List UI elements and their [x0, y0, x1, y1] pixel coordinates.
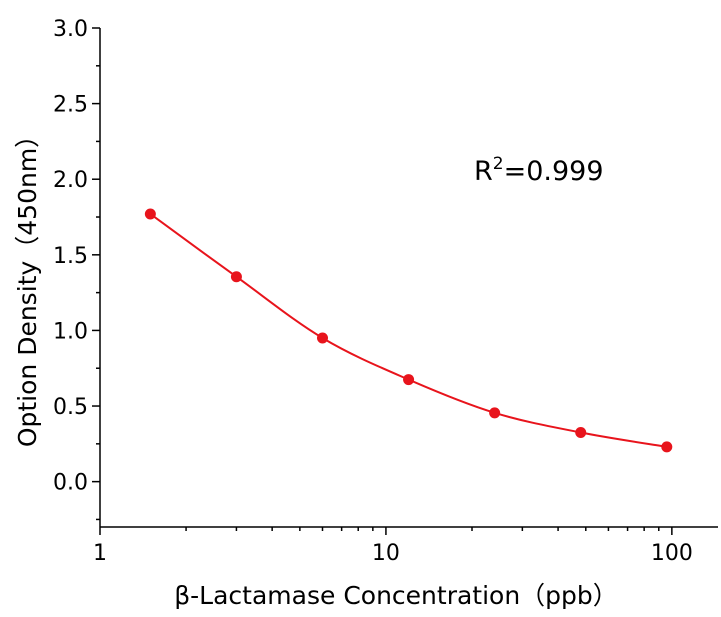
- point: [489, 407, 501, 419]
- y-tick-label: 3.0: [53, 17, 88, 42]
- annotation-part: R: [474, 156, 493, 187]
- point: [144, 208, 156, 220]
- x-tick-label: 100: [651, 541, 693, 566]
- fit-curve: [149, 213, 667, 448]
- y-tick-label: 0.0: [53, 471, 88, 496]
- annotation-sup: 2: [493, 154, 504, 174]
- y-tick-label: 1.5: [53, 244, 88, 269]
- y-tick-label: 2.5: [53, 93, 88, 118]
- point: [230, 271, 242, 283]
- x-tick-label: 1: [93, 541, 107, 566]
- point: [661, 441, 673, 453]
- point: [403, 374, 415, 386]
- point: [575, 426, 587, 438]
- x-axis-label: β-Lactamase Concentration（ppb）: [174, 581, 618, 610]
- annotation-part: =0.999: [504, 156, 604, 187]
- x-tick-label: 10: [372, 541, 400, 566]
- y-axis-label: Option Density（450nm）: [13, 123, 42, 447]
- y-tick-label: 0.5: [53, 395, 88, 420]
- y-tick-label: 1.0: [53, 319, 88, 344]
- annotation: R2=0.999: [474, 154, 604, 187]
- point: [316, 332, 328, 344]
- y-tick-label: 2.0: [53, 168, 88, 193]
